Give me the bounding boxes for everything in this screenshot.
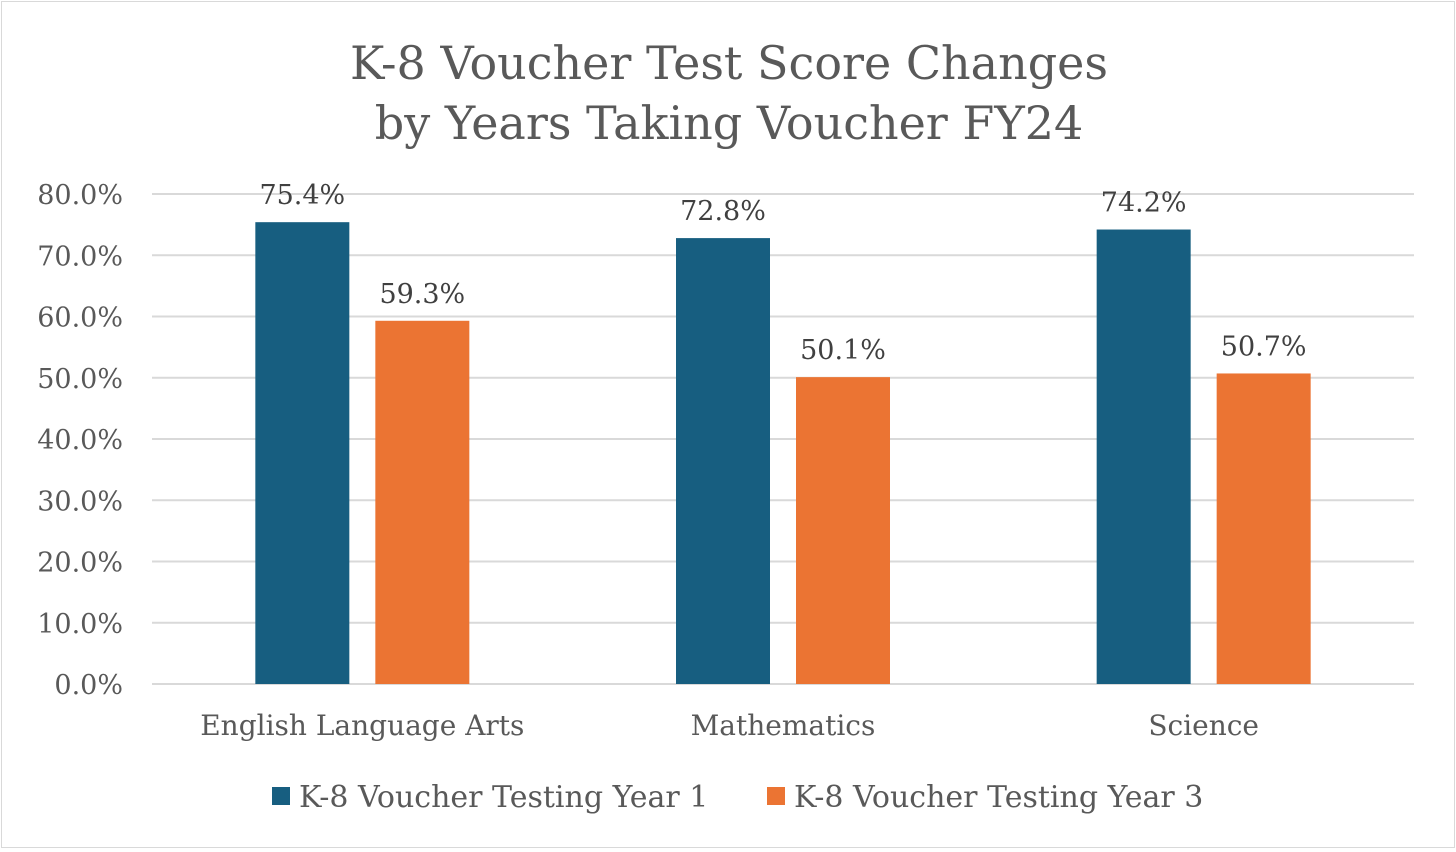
bar-series-2-2 (1216, 373, 1311, 684)
y-tick-label: 0.0% (54, 670, 123, 701)
y-tick-label: 60.0% (37, 303, 123, 334)
legend-label-series-2: K-8 Voucher Testing Year 3 (794, 780, 1203, 815)
y-tick-label: 30.0% (37, 486, 123, 517)
bar-series-2-1 (796, 377, 890, 684)
chart-title-line-1: K-8 Voucher Test Score Changes (350, 36, 1108, 90)
bars (255, 222, 1311, 685)
category-label: English Language Arts (200, 709, 524, 742)
gridlines (152, 193, 1414, 685)
legend-swatch-series-1 (272, 787, 290, 805)
bar-series-1-1 (676, 238, 770, 684)
data-label-series-2-0: 59.3% (379, 279, 465, 310)
chart-title: K-8 Voucher Test Score Changes by Years … (350, 36, 1108, 150)
x-axis-category-labels: English Language Arts Mathematics Science (200, 709, 1259, 742)
legend: K-8 Voucher Testing Year 1 K-8 Voucher Te… (272, 780, 1203, 815)
category-label: Science (1148, 709, 1259, 742)
y-tick-label: 80.0% (37, 180, 123, 211)
y-tick-label: 20.0% (37, 548, 123, 579)
data-label-series-1-1: 72.8% (680, 196, 766, 227)
bar-series-2-0 (375, 320, 470, 684)
y-axis-tick-labels: 0.0% 10.0% 20.0% 30.0% 40.0% 50.0% 60.0% 70.0% 8… (37, 180, 123, 701)
data-label-series-1-0: 75.4% (259, 180, 345, 211)
bar-series-1-0 (255, 222, 350, 685)
data-labels: 75.4% 59.3% 72.8% 50.1% 74.2% 50.7% (259, 180, 1306, 366)
y-tick-label: 40.0% (37, 425, 123, 456)
y-tick-label: 10.0% (37, 609, 123, 640)
data-label-series-2-1: 50.1% (800, 335, 886, 366)
data-label-series-1-2: 74.2% (1101, 188, 1187, 219)
y-tick-label: 50.0% (37, 364, 123, 395)
chart-title-line-2: by Years Taking Voucher FY24 (375, 96, 1083, 150)
category-label: Mathematics (691, 709, 876, 742)
legend-swatch-series-2 (767, 787, 785, 805)
data-label-series-2-2: 50.7% (1221, 331, 1307, 362)
y-tick-label: 70.0% (37, 241, 123, 272)
legend-label-series-1: K-8 Voucher Testing Year 1 (299, 780, 708, 815)
bar-series-1-2 (1096, 229, 1191, 684)
